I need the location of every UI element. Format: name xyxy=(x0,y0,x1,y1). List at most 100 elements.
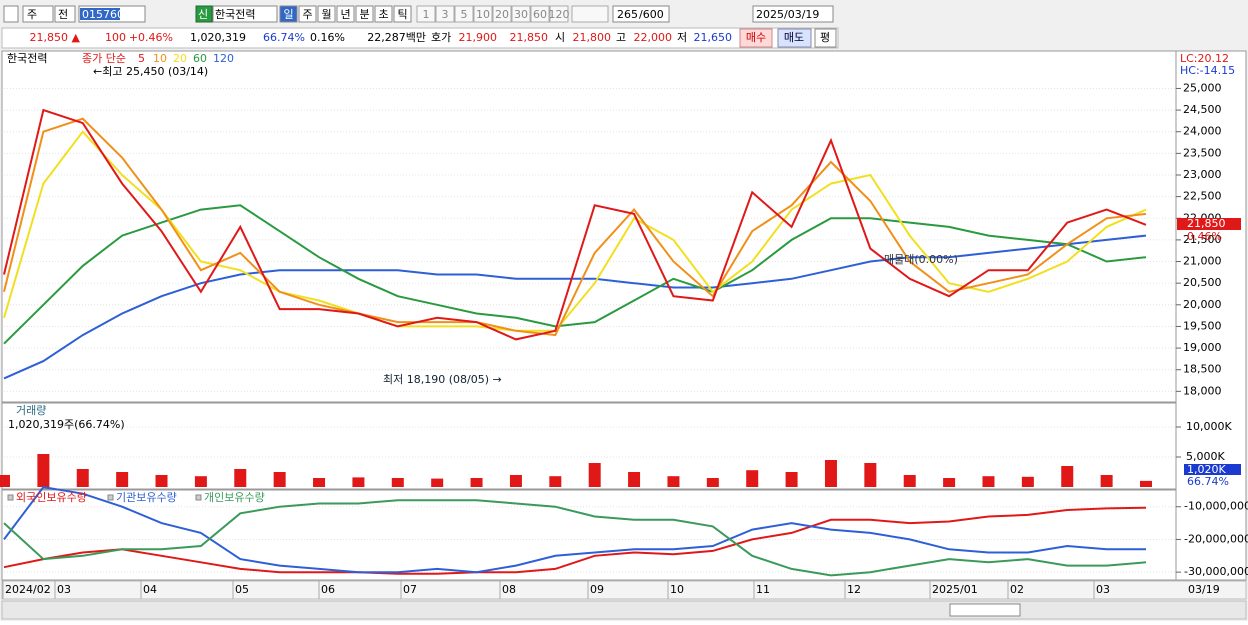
quote-rate: +0.46% xyxy=(129,31,173,44)
count-box[interactable] xyxy=(612,5,670,23)
quote-bar xyxy=(1,27,839,49)
interval-label: 20 xyxy=(495,8,509,21)
scroll-thumb[interactable] xyxy=(949,603,1021,617)
y-tick-label: 20,000 xyxy=(1183,298,1222,311)
quote-price: 21,850 ▲ xyxy=(30,31,81,44)
interval-button[interactable] xyxy=(492,5,512,23)
y-tick-label: 20,500 xyxy=(1183,276,1222,289)
quote-open-label: 시 xyxy=(555,31,565,44)
panel-title: 한국전력 xyxy=(7,52,47,65)
label: 265 xyxy=(617,8,638,21)
legend-swatch xyxy=(7,494,14,501)
volume-bar xyxy=(667,476,680,487)
quote-low: 21,650 xyxy=(694,31,733,44)
period-button[interactable] xyxy=(279,5,298,23)
label: 한국전력 xyxy=(215,8,255,21)
interval-button[interactable] xyxy=(416,5,436,23)
x-tick-label: 02 xyxy=(1010,583,1024,596)
volume-bar xyxy=(706,478,719,487)
quote-bid: 21,850 xyxy=(510,31,549,44)
holding-panel xyxy=(1,489,1177,581)
interval-button[interactable] xyxy=(530,5,550,23)
y-tick-label: -20,000,000 xyxy=(1184,532,1248,545)
ma-line xyxy=(3,204,1147,345)
y-tick-label: 10,000K xyxy=(1186,420,1232,433)
volume-bar xyxy=(194,476,207,487)
x-end-label: 03/19 xyxy=(1188,583,1220,596)
volume-bar xyxy=(234,469,247,487)
lc-label: LC:20.12 xyxy=(1180,52,1229,65)
scrollbar[interactable] xyxy=(1,600,1247,620)
panel-title: 거래량 xyxy=(16,404,46,417)
y-tick-label: 22,500 xyxy=(1183,190,1222,203)
label: 매도 xyxy=(784,31,804,44)
period-button[interactable] xyxy=(374,5,393,23)
period-button[interactable] xyxy=(355,5,374,23)
ma-line xyxy=(3,108,1147,341)
last-rate: 0.46% xyxy=(1187,230,1222,243)
volume-bar xyxy=(903,475,916,487)
legend-entry: 10 xyxy=(153,52,167,65)
y-tick-label: 21,500 xyxy=(1183,233,1222,246)
x-tick-label: 08 xyxy=(502,583,516,596)
x-tick-label: 12 xyxy=(847,583,861,596)
volume-bar xyxy=(1061,466,1074,487)
period-label: 월 xyxy=(321,8,331,21)
x-tick-label: 05 xyxy=(235,583,249,596)
last-price: 21,850 xyxy=(1187,217,1226,230)
interval-button[interactable] xyxy=(473,5,493,23)
period-button[interactable] xyxy=(298,5,317,23)
legend-label: 종가 단순 xyxy=(82,52,126,65)
mode-select[interactable] xyxy=(54,5,76,23)
volume-bar xyxy=(116,472,129,487)
volume-bar xyxy=(76,469,89,487)
ma-line xyxy=(3,130,1147,332)
quote-ask-label: 호가 xyxy=(431,31,451,44)
interval-button[interactable] xyxy=(549,5,569,23)
period-button[interactable] xyxy=(393,5,412,23)
y-tick-label: 21,000 xyxy=(1183,255,1222,268)
period-label: 초 xyxy=(378,8,388,21)
buy-button[interactable] xyxy=(739,28,773,48)
name-box[interactable] xyxy=(212,5,278,23)
x-tick-label: 11 xyxy=(756,583,770,596)
annotation: 매물대(0.00%) xyxy=(884,253,958,266)
quote-ask: 21,900 xyxy=(459,31,498,44)
sell-button[interactable] xyxy=(777,28,812,48)
period-button[interactable] xyxy=(317,5,336,23)
unit-select[interactable] xyxy=(571,5,609,23)
quote-high-label: 고 xyxy=(616,31,626,44)
interval-label: 120 xyxy=(549,8,570,21)
label: 주 xyxy=(27,8,37,21)
legend-entry: 개인보유수량 xyxy=(204,491,265,504)
volume-note: 1,020,319주(66.74%) xyxy=(8,418,125,431)
holding-line xyxy=(3,486,1146,574)
market-select[interactable] xyxy=(22,5,54,23)
x-tick-label: 03 xyxy=(1096,583,1110,596)
icon-button[interactable] xyxy=(3,5,19,23)
volume-bar xyxy=(864,463,877,487)
last-volume: 1,020K xyxy=(1187,463,1226,476)
x-tick-label: 2025/01 xyxy=(932,583,978,596)
period-button[interactable] xyxy=(336,5,355,23)
volume-bar xyxy=(273,472,286,487)
annotation: ←최고 25,450 (03/14) xyxy=(93,65,208,78)
date-input[interactable] xyxy=(752,5,834,23)
volume-bar xyxy=(0,475,10,487)
x-tick-label: 09 xyxy=(590,583,604,596)
period-label: 년 xyxy=(340,8,350,21)
x-axis-bar xyxy=(1,580,1247,600)
interval-button[interactable] xyxy=(454,5,474,23)
volume-bar xyxy=(352,477,365,487)
legend-entry: 외국인보유수량 xyxy=(16,491,87,504)
y-tick-label: 18,000 xyxy=(1183,384,1222,397)
label: 2025/03/19 xyxy=(756,8,819,21)
interval-button[interactable] xyxy=(511,5,531,23)
volume-bar xyxy=(391,478,404,487)
avg-button[interactable] xyxy=(814,28,837,48)
ma-line xyxy=(3,234,1147,380)
interval-button[interactable] xyxy=(435,5,455,23)
interval-label: 10 xyxy=(476,8,490,21)
legend-entry: 60 xyxy=(193,52,207,65)
